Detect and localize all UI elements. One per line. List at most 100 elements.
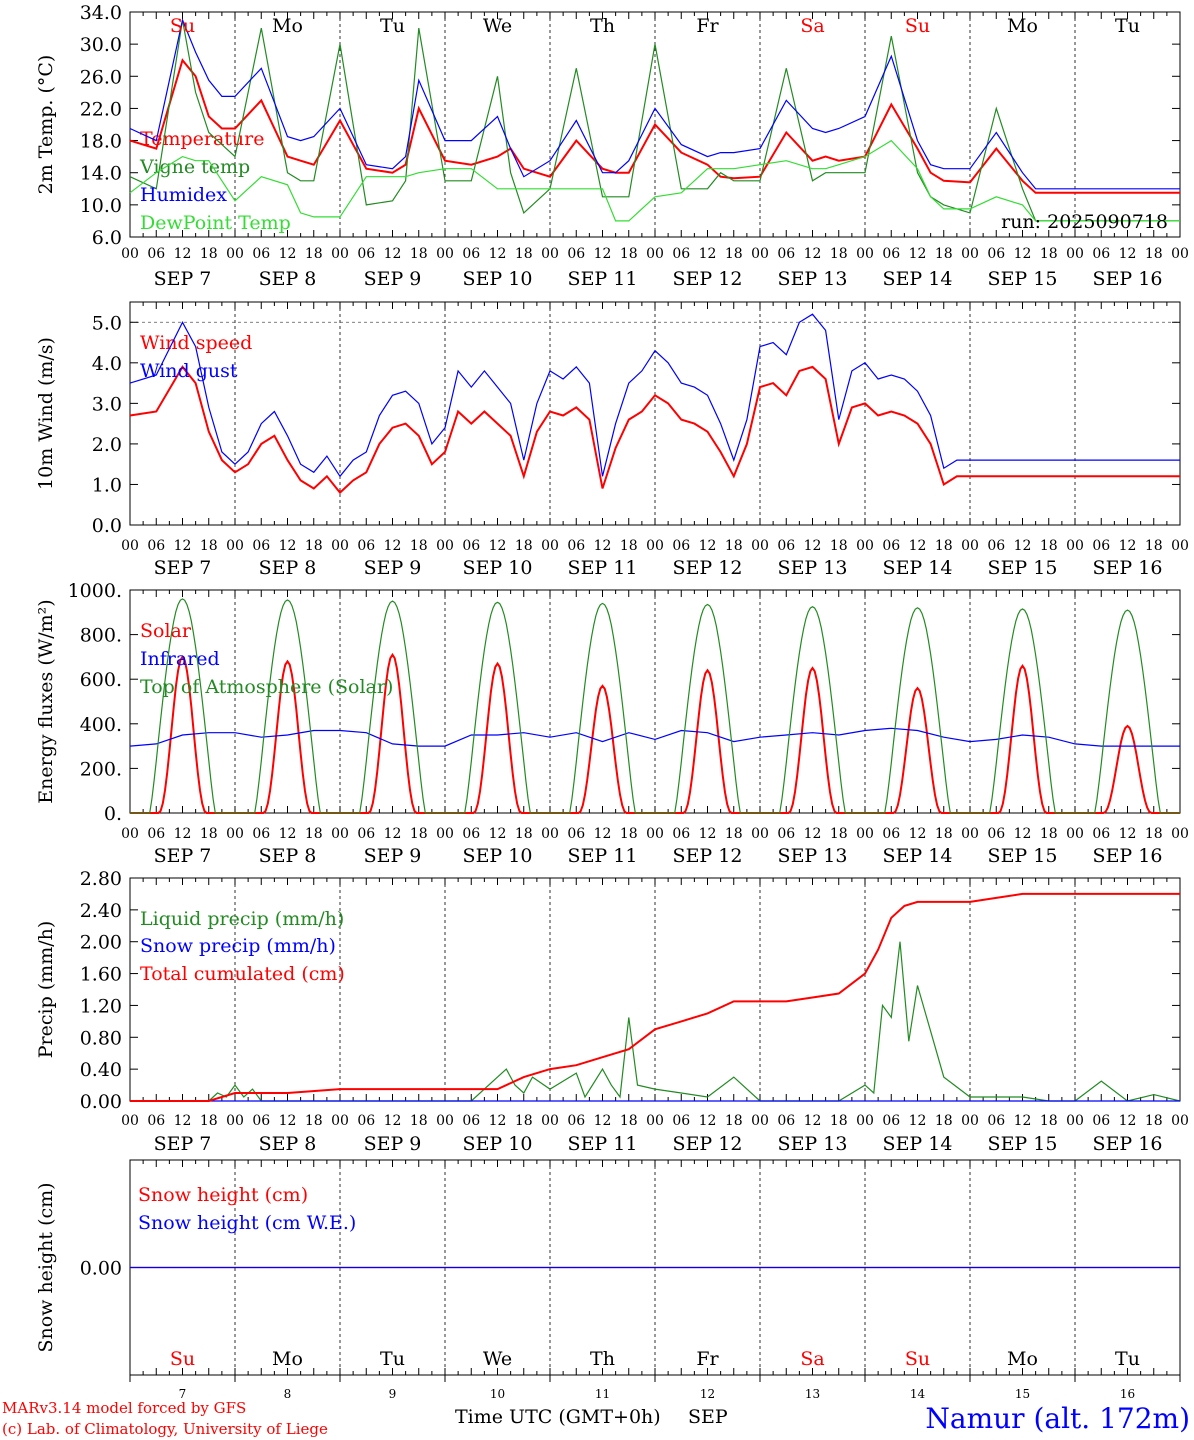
legend-entry: Vigne temp — [139, 156, 250, 178]
legend-entry: Wind speed — [140, 332, 252, 354]
date-label: SEP 14 — [883, 845, 953, 867]
hour-tick-label: 18 — [935, 246, 953, 262]
bottom-day-name: Tu — [1115, 1348, 1140, 1370]
date-label: SEP 11 — [568, 845, 638, 867]
hour-tick-label: 00 — [226, 538, 244, 554]
legend-entry: Humidex — [140, 184, 227, 206]
hour-tick-label: 12 — [489, 826, 507, 842]
hour-tick-label: 12 — [1119, 826, 1137, 842]
bottom-day-number: 11 — [595, 1387, 610, 1401]
hour-tick-label: 06 — [777, 538, 795, 554]
hour-tick-label: 06 — [1092, 538, 1110, 554]
hour-tick-label: 00 — [1066, 246, 1084, 262]
top-day-label: Su — [170, 15, 195, 37]
chart-panel-1: 6.0 10.0 14.0 18.0 22.0 26.0 30.0 34.0 2m Temp. … — [35, 2, 1189, 290]
hour-tick-label: 18 — [410, 246, 428, 262]
hour-tick-label: 18 — [200, 826, 218, 842]
legend-entry: DewPoint Temp — [140, 212, 291, 234]
hour-tick-label: 06 — [777, 246, 795, 262]
hour-tick-label: 00 — [856, 1113, 874, 1129]
bottom-day-name: Tu — [380, 1348, 405, 1370]
hour-tick-label: 00 — [436, 1113, 454, 1129]
date-label: SEP 12 — [673, 268, 743, 290]
hour-tick-label: 00 — [121, 246, 139, 262]
hour-tick-label: 18 — [200, 538, 218, 554]
hour-tick-label: 12 — [279, 826, 297, 842]
y-tick-label: 5.0 — [92, 312, 122, 334]
hour-tick-label: 18 — [725, 826, 743, 842]
y-tick-label: 600. — [80, 669, 122, 691]
hour-tick-label: 00 — [646, 246, 664, 262]
hour-tick-label: 12 — [1014, 246, 1032, 262]
top-day-label: Sa — [800, 15, 824, 37]
y-tick-label: 3.0 — [92, 393, 122, 415]
date-label: SEP 13 — [778, 268, 848, 290]
hour-tick-label: 18 — [1145, 1113, 1163, 1129]
hour-tick-label: 06 — [567, 826, 585, 842]
hour-tick-label: 06 — [252, 538, 270, 554]
date-label: SEP 7 — [154, 268, 212, 290]
date-label: SEP 7 — [154, 557, 212, 579]
run-label: run: 2025090718 — [1001, 211, 1168, 233]
hour-tick-label: 00 — [856, 538, 874, 554]
footer-xlabel: Time UTC (GMT+0h) — [455, 1406, 661, 1428]
hour-tick-label: 00 — [1171, 246, 1189, 262]
legend-entry: Snow height (cm W.E.) — [138, 1212, 356, 1234]
hour-tick-label: 12 — [489, 538, 507, 554]
date-label: SEP 15 — [988, 845, 1058, 867]
hour-tick-label: 12 — [909, 246, 927, 262]
bottom-day-name: Th — [590, 1348, 615, 1370]
y-tick-label: 22.0 — [80, 98, 122, 120]
hour-tick-label: 18 — [830, 538, 848, 554]
hour-tick-label: 12 — [1119, 246, 1137, 262]
hour-tick-label: 18 — [830, 1113, 848, 1129]
hour-tick-label: 06 — [882, 1113, 900, 1129]
top-day-label: We — [483, 15, 512, 37]
hour-tick-label: 18 — [935, 1113, 953, 1129]
y-tick-label: 18.0 — [80, 131, 122, 153]
hour-tick-label: 00 — [1066, 1113, 1084, 1129]
plot-frame — [129, 301, 1181, 526]
date-label: SEP 10 — [463, 1133, 533, 1155]
y-tick-label: 1.0 — [92, 474, 122, 496]
y-tick-label: 0.00 — [80, 1091, 122, 1113]
hour-tick-label: 06 — [567, 538, 585, 554]
y-tick-label: 0.40 — [80, 1059, 122, 1081]
hour-tick-label: 00 — [121, 1113, 139, 1129]
bottom-day-name: Mo — [272, 1348, 303, 1370]
hour-tick-label: 00 — [961, 826, 979, 842]
hour-tick-label: 18 — [725, 1113, 743, 1129]
hour-tick-label: 06 — [357, 1113, 375, 1129]
series-line-2 — [130, 892, 1180, 1102]
hour-tick-label: 12 — [699, 538, 717, 554]
hour-tick-label: 00 — [856, 826, 874, 842]
hour-tick-label: 18 — [620, 1113, 638, 1129]
date-label: SEP 13 — [778, 1133, 848, 1155]
hour-tick-label: 12 — [1119, 1113, 1137, 1129]
hour-tick-label: 06 — [252, 826, 270, 842]
top-day-label: Mo — [272, 15, 303, 37]
footer-copyright: (c) Lab. of Climatology, University of L… — [2, 1420, 328, 1438]
y-tick-label: 1000. — [68, 580, 122, 602]
hour-tick-label: 00 — [1171, 826, 1189, 842]
series-line-1 — [129, 313, 1180, 478]
legend-entry: Snow height (cm) — [138, 1184, 308, 1206]
top-day-label: Fr — [696, 15, 719, 37]
hour-tick-label: 00 — [1066, 538, 1084, 554]
hour-tick-label: 12 — [1014, 1113, 1032, 1129]
date-label: SEP 13 — [778, 845, 848, 867]
hour-tick-label: 18 — [515, 826, 533, 842]
series-line-2 — [130, 598, 1180, 814]
bottom-day-number: 16 — [1120, 1387, 1135, 1401]
date-label: SEP 12 — [673, 1133, 743, 1155]
hour-tick-label: 06 — [1092, 1113, 1110, 1129]
chart-panel-3: 0. 200. 400. 600. 800. 1000. Energy fluxes (W/… — [35, 580, 1189, 867]
y-tick-label: 2.80 — [80, 868, 122, 890]
date-label: SEP 9 — [364, 268, 422, 290]
y-tick-label: 2.40 — [80, 900, 122, 922]
hour-tick-label: 00 — [331, 538, 349, 554]
date-label: SEP 11 — [568, 268, 638, 290]
y-tick-label: 0.80 — [80, 1027, 122, 1049]
y-tick-label: 0.00 — [80, 1258, 122, 1280]
hour-tick-label: 12 — [804, 826, 822, 842]
